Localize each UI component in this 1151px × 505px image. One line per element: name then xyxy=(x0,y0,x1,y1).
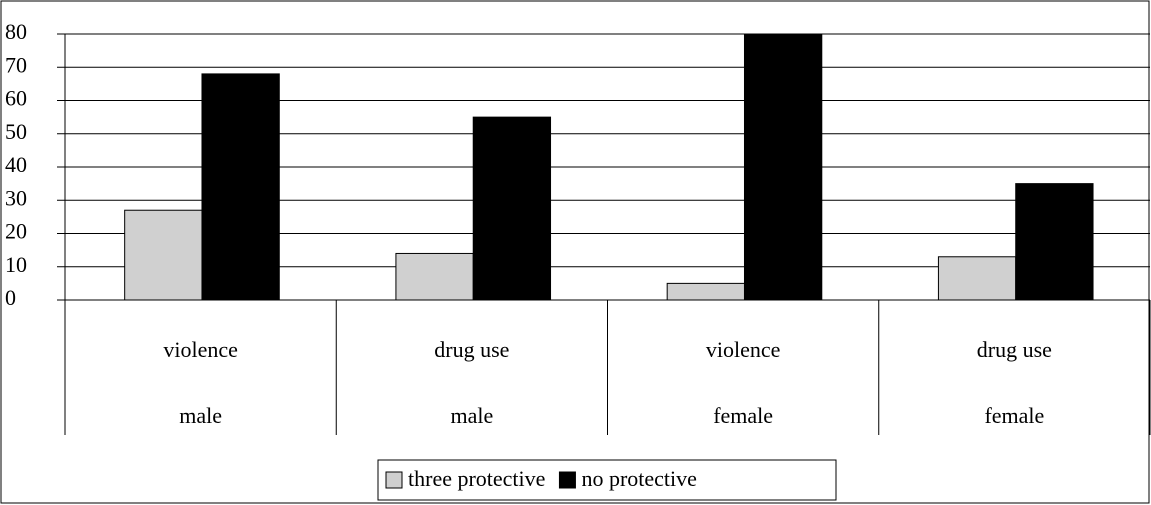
x-group-label: female xyxy=(984,403,1044,428)
y-tick-label: 30 xyxy=(5,185,27,210)
x-group-label: male xyxy=(450,403,493,428)
y-tick-label: 50 xyxy=(5,119,27,144)
x-tick-label: drug use xyxy=(434,337,509,362)
bar xyxy=(124,209,203,301)
y-tick-label: 40 xyxy=(5,152,27,177)
bar xyxy=(201,73,280,301)
y-tick-label: 70 xyxy=(5,52,27,77)
y-tick-label: 60 xyxy=(5,86,27,111)
legend-box xyxy=(377,459,837,501)
x-group-label: male xyxy=(179,403,222,428)
bar xyxy=(937,256,1017,301)
y-tick-label: 0 xyxy=(5,285,16,310)
x-tick-label: violence xyxy=(163,337,238,362)
legend-swatch xyxy=(558,471,576,489)
y-tick-label: 10 xyxy=(5,252,27,277)
legend-swatch xyxy=(385,471,403,489)
y-tick-label: 80 xyxy=(5,19,27,44)
bar xyxy=(743,33,823,301)
legend-label: no protective xyxy=(581,466,696,491)
legend-label: three protective xyxy=(408,466,545,491)
x-tick-label: violence xyxy=(706,337,781,362)
bar xyxy=(472,116,552,301)
bar xyxy=(666,282,745,301)
x-tick-label: drug use xyxy=(977,337,1052,362)
legend: three protective no protective xyxy=(377,459,837,501)
x-group-label: female xyxy=(713,403,773,428)
y-tick-label: 20 xyxy=(5,219,27,244)
bar xyxy=(1015,183,1094,301)
bar xyxy=(395,252,474,301)
